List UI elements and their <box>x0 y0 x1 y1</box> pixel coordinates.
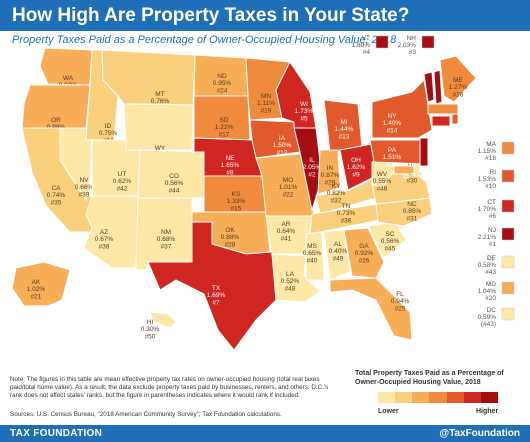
state-label-mi: MI 1.44% #13 <box>335 119 354 140</box>
state-label-sd: SD 1.22% #17 <box>215 117 234 138</box>
state-ia <box>249 119 301 159</box>
legend-swatch-4 <box>429 392 447 403</box>
callout-label-nh: NH 2.03% #3 <box>398 35 417 56</box>
legend-swatch-1 <box>378 392 396 403</box>
state-label-nc: NC 0.85% #31 <box>403 201 422 222</box>
state-label-oh: OH 1.62% #9 <box>347 157 366 178</box>
state-al <box>323 229 351 281</box>
callout-swatch-md <box>501 281 515 295</box>
callout-swatch-ri <box>501 169 515 183</box>
state-label-tn: TN 0.73% #36 <box>337 203 356 224</box>
legend-lower-label: Lower <box>378 408 399 415</box>
state-label-mo: MO 1.01% #22 <box>279 177 298 198</box>
state-ri <box>451 113 459 125</box>
callout-label-md: MD 1.04% #20 <box>478 281 497 302</box>
state-label-ne: NE 1.65% #8 <box>221 155 240 176</box>
state-hi <box>149 311 177 329</box>
state-label-sc: SC 0.56% #45 <box>381 231 400 252</box>
state-ms <box>305 231 325 281</box>
state-label-az: AZ 0.67% #38 <box>95 229 114 250</box>
state-label-ia: IA 1.50% #12 <box>273 135 292 156</box>
state-label-nv: NV 0.66% #39 <box>75 177 94 198</box>
legend-title: Total Property Taxes Paid as a Percentag… <box>355 370 504 386</box>
state-dc <box>403 173 409 179</box>
callout-swatch-vt <box>375 35 389 49</box>
state-label-ca: CA 0.74% #35 <box>47 185 66 206</box>
state-label-hi: HI 0.30% #50 <box>141 319 160 340</box>
state-label-me: ME 1.27% #16 <box>449 77 468 98</box>
callout-label-dc: DC 0.59% (#43) <box>478 307 497 328</box>
state-ny <box>371 78 433 139</box>
state-ga <box>343 227 385 279</box>
state-ak <box>11 261 71 307</box>
state-tx <box>147 221 277 351</box>
callout-label-ri: RI 1.53% #10 <box>478 169 497 190</box>
state-label-ms: MS 0.65% #40 <box>303 243 322 264</box>
callout-label-ma: MA 1.15% #18 <box>478 141 497 162</box>
state-de <box>413 163 421 177</box>
state-label-il: IL 2.05% #2 <box>303 157 322 178</box>
state-wi <box>275 61 317 129</box>
state-nj <box>419 137 429 167</box>
state-label-al: AL 0.40% #49 <box>329 241 348 262</box>
state-label-nd: ND 0.95% #24 <box>213 73 232 94</box>
state-label-co: CO 0.56% #44 <box>165 173 184 194</box>
state-label-ut: UT 0.62% #42 <box>113 171 132 192</box>
state-label-tx: TX 1.69% #7 <box>207 285 226 306</box>
state-label-ak: AK 1.02% #21 <box>27 279 46 300</box>
sources-line: Sources: U.S. Census Bureau, "2018 Ameri… <box>10 411 282 418</box>
callout-label-vt: VT 1.80% #4 <box>352 35 371 56</box>
legend-swatch-2 <box>395 392 413 403</box>
callout-swatch-nj <box>501 227 515 241</box>
state-label-ok: OK 0.88% #28 <box>221 227 240 248</box>
state-label-la: LA 0.52% #48 <box>281 271 300 292</box>
map-title: How High Are Property Taxes in Your Stat… <box>0 0 530 31</box>
legend-swatch-7 <box>480 392 498 403</box>
map-subtitle: Property Taxes Paid as a Percentage of O… <box>12 34 397 46</box>
state-me <box>439 55 477 103</box>
state-ct <box>431 115 451 127</box>
callout-swatch-de <box>501 255 515 269</box>
state-label-ar: AR 0.64% #41 <box>277 221 296 242</box>
state-fl <box>329 277 413 341</box>
state-wy <box>123 103 194 151</box>
callout-swatch-dc <box>501 307 515 321</box>
state-ma <box>427 103 459 115</box>
state-il <box>293 127 323 212</box>
callout-swatch-ma <box>501 141 515 155</box>
footer-org: TAX FOUNDATION <box>10 428 103 439</box>
callout-label-ct: CT 1.70% #6 <box>478 199 497 220</box>
state-nh <box>433 69 443 105</box>
footer-bar: TAX FOUNDATION @TaxFoundation <box>0 425 530 442</box>
state-label-ny: NY 1.40% #14 <box>383 113 402 134</box>
legend-swatch-3 <box>412 392 430 403</box>
state-label-mn: MN 1.11% #19 <box>257 93 275 114</box>
callout-swatch-ct <box>501 199 515 213</box>
callout-swatch-nh <box>421 35 435 49</box>
footnote: Note: The figures in this table are mean… <box>10 376 329 400</box>
callout-label-de: DE 0.58% #43 <box>478 255 497 276</box>
legend-higher-label: Higher <box>476 408 499 415</box>
state-label-in: IN 0.87% #29 <box>321 165 340 186</box>
state-label-nm: NM 0.68% #37 <box>157 229 176 250</box>
state-vt <box>423 71 435 103</box>
state-label-ks: KS 1.33% #15 <box>227 191 246 212</box>
legend-color-scale <box>378 392 498 403</box>
state-md <box>393 165 415 175</box>
legend-swatch-6 <box>463 392 481 403</box>
state-in <box>317 149 341 195</box>
state-az <box>83 195 139 269</box>
callout-label-nj: NJ 2.21% #1 <box>478 227 497 248</box>
footer-handle: @TaxFoundation <box>439 428 520 439</box>
state-label-ga: GA 0.92% #26 <box>355 243 374 264</box>
state-label-fl: FL 0.94% #25 <box>391 291 410 312</box>
legend-swatch-5 <box>446 392 464 403</box>
state-label-pa: PA 1.51% #11 <box>383 147 402 168</box>
state-label-wi: WI 1.73% #5 <box>295 101 314 122</box>
state-label-ky: KY 0.82% #32 <box>327 183 346 204</box>
state-label-wv: WV 0.55% #46 <box>373 171 392 192</box>
